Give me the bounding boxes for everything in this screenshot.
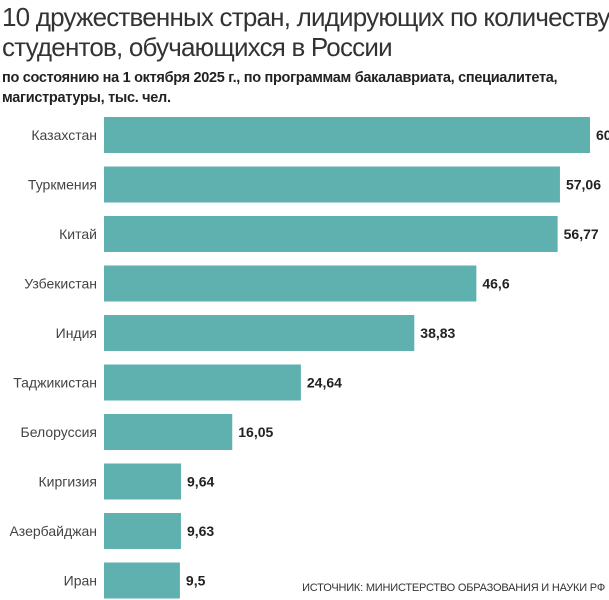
- bar: [104, 166, 560, 203]
- category-label: Таджикистан: [13, 375, 97, 391]
- value-label: 24,64: [307, 375, 342, 391]
- category-label: Иран: [64, 573, 97, 589]
- category-label: Казахстан: [31, 127, 97, 143]
- category-label: Китай: [59, 226, 97, 242]
- chart-subtitle: по состоянию на 1 октября 2025 г., по пр…: [2, 70, 558, 106]
- bar: [104, 265, 477, 302]
- bar: [104, 463, 182, 500]
- value-label: 38,83: [420, 325, 455, 341]
- bar: [104, 315, 415, 351]
- bar: [104, 117, 590, 153]
- bar: [104, 216, 558, 252]
- bar: [104, 562, 180, 599]
- category-label: Узбекистан: [24, 276, 97, 292]
- bar: [104, 364, 301, 401]
- value-label: 46,6: [482, 276, 509, 292]
- value-label: 9,64: [187, 474, 214, 490]
- category-label: Белоруссия: [21, 424, 98, 440]
- value-label: 9,5: [186, 573, 206, 589]
- category-label: Туркмения: [28, 177, 97, 193]
- value-label: 60,82: [596, 127, 609, 143]
- bar: [104, 513, 181, 549]
- chart-title: 10 дружественных стран, лидирующих по ко…: [2, 2, 609, 62]
- value-label: 9,63: [187, 523, 214, 539]
- category-label: Киргизия: [38, 474, 97, 490]
- source-note: ИСТОЧНИК: МИНИСТЕРСТВО ОБРАЗОВАНИЯ И НАУ…: [302, 582, 605, 594]
- value-label: 57,06: [566, 177, 601, 193]
- category-label: Индия: [56, 325, 97, 341]
- value-label: 16,05: [238, 424, 273, 440]
- value-label: 56,77: [564, 226, 599, 242]
- category-label: Азербайджан: [9, 523, 97, 539]
- bar: [104, 414, 233, 450]
